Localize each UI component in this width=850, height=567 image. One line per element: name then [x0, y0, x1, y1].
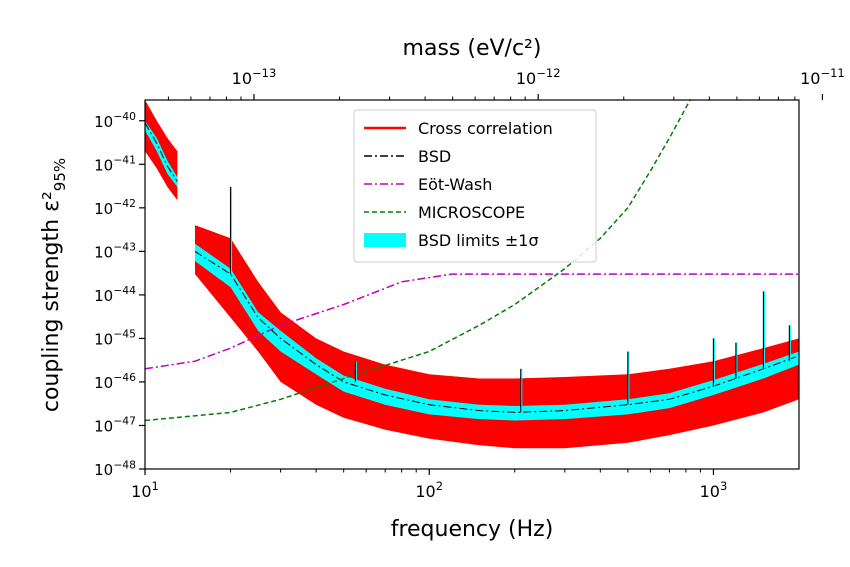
y-tick-label-3: 10−43: [94, 241, 136, 262]
bsd-line-0: [145, 122, 178, 182]
legend-label-4: BSD limits ±1σ: [418, 231, 539, 250]
legend-label-1: BSD: [418, 147, 451, 166]
plot-frame: [144, 99, 800, 470]
y-axis-label: coupling strength ε²95%: [39, 158, 69, 412]
legend-label-0: Cross correlation: [418, 119, 553, 138]
top-tick-label-1: 10−12: [516, 66, 561, 88]
cross-correlation-band-1: [195, 225, 799, 449]
y-tick-label-4: 10−44: [94, 284, 136, 305]
top-axis-label: mass (eV/c²): [403, 36, 542, 61]
legend-label-3: MICROSCOPE: [418, 203, 525, 222]
y-tick-label-2: 10−42: [94, 197, 136, 218]
microscope-line-0: [145, 100, 692, 422]
top-tick-label-0: 10−13: [232, 66, 277, 88]
y-tick-label-5: 10−45: [94, 328, 136, 349]
y-tick-label-8: 10−48: [94, 458, 136, 479]
x-axis-label: frequency (Hz): [391, 517, 554, 542]
top-tick-label-2: 10−11: [800, 66, 845, 88]
x-tick-label-0: 101: [131, 479, 159, 501]
x-tick-label-1: 102: [415, 479, 443, 501]
y-axis-label-subscript: 95%: [51, 158, 69, 191]
x-tick-label-2: 103: [700, 479, 728, 501]
legend-swatch-4: [364, 233, 406, 247]
y-axis-label-main: coupling strength ε²: [39, 191, 64, 412]
y-tick-label-6: 10−46: [94, 371, 136, 392]
legend-label-2: Eöt-Wash: [418, 175, 492, 194]
y-tick-label-1: 10−41: [94, 154, 136, 175]
legend-box: [353, 109, 597, 263]
axis-layer: 101 102 103 10−13 10−12 10−11 10−40 10−41 10−42 1…: [94, 66, 845, 501]
plot-data-layer: [145, 100, 799, 449]
y-tick-label-7: 10−47: [94, 415, 136, 436]
legend: Cross correlation BSD Eöt-Wash MICROSCOPE BS…: [353, 109, 597, 263]
y-tick-label-0: 10−40: [94, 110, 136, 131]
eo-t-wash-line-0: [145, 273, 799, 370]
